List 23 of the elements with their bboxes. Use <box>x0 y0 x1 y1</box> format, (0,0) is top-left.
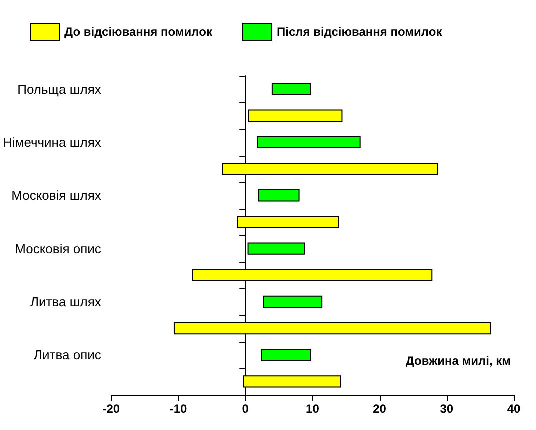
bar <box>258 190 300 202</box>
x-tick-label: 30 <box>440 402 454 416</box>
bar <box>272 83 312 96</box>
x-tick-label: 10 <box>306 402 320 416</box>
x-tick-label: 0 <box>242 402 250 416</box>
bar <box>248 242 306 255</box>
legend-label: До відсіювання помилок <box>64 25 214 39</box>
y-tick-label: Литва шлях <box>30 294 102 310</box>
y-tick-label: Литва опис <box>34 348 102 363</box>
x-tick-label: 20 <box>373 402 387 416</box>
bar <box>261 349 312 362</box>
y-tick-label: Московія шлях <box>12 188 102 204</box>
x-axis-title: Довжина милі, км <box>406 354 512 368</box>
y-tick-label: Німеччина шлях <box>2 134 102 150</box>
bar <box>257 136 361 149</box>
x-tick-label: -20 <box>102 402 120 416</box>
bar <box>248 110 343 122</box>
y-tick-label: Польща шлях <box>18 82 102 97</box>
y-tick-label: Московія опис <box>15 241 102 256</box>
x-tick-label: 40 <box>507 402 521 416</box>
x-tick-label: -10 <box>170 402 188 416</box>
bar <box>263 296 323 308</box>
legend-label: Після відсіювання помилок <box>276 25 444 39</box>
